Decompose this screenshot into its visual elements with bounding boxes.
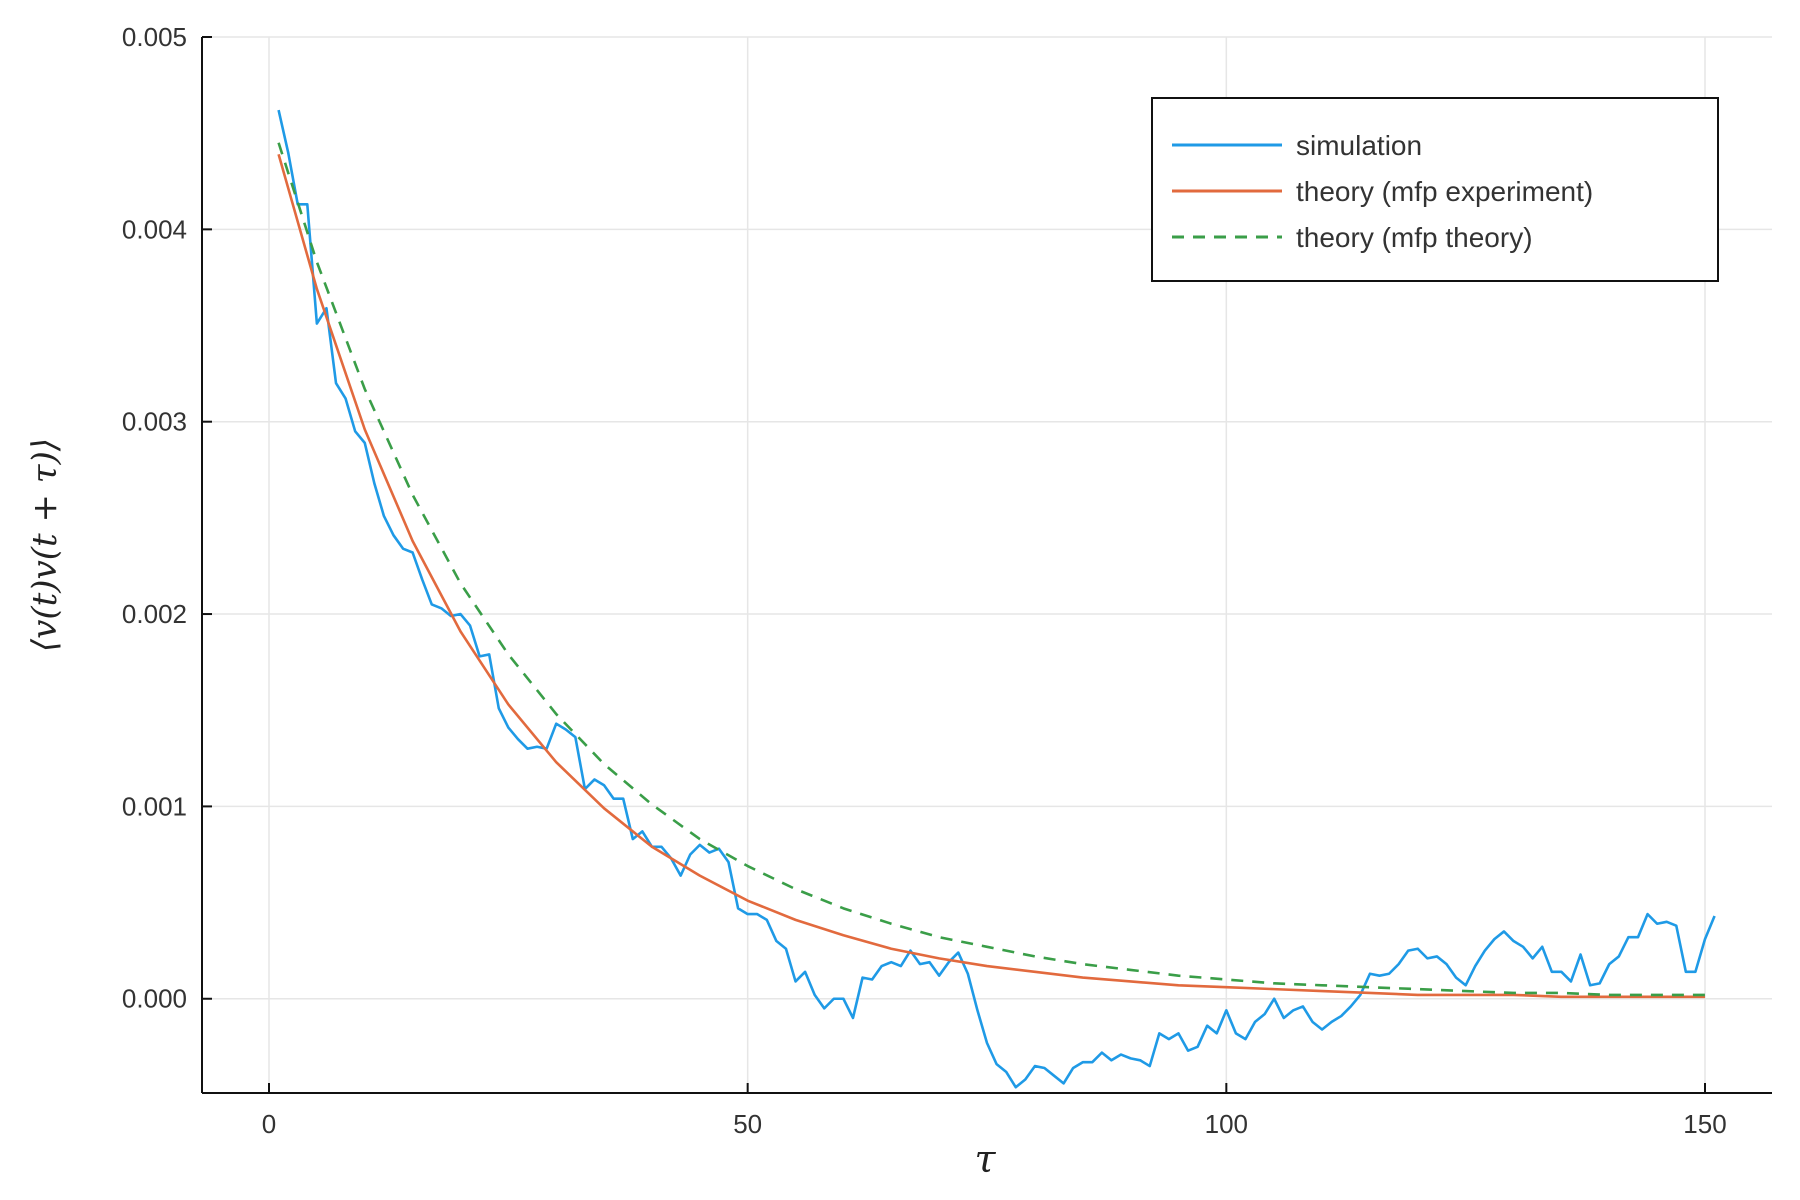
legend-label-theory-mfp-theory: theory (mfp theory) [1296,222,1533,253]
series-line-simulation [277,109,1716,1089]
legend-label-theory-mfp-experiment: theory (mfp experiment) [1296,176,1593,207]
x-axis-title: τ [974,1137,996,1181]
x-tick-label: 0 [262,1109,276,1139]
y-tick-label: 0.003 [122,407,187,437]
x-tick-label: 150 [1683,1109,1726,1139]
tick-labels: 0 50 100 150 0.000 0.001 0.002 0.003 0.004 0.005 [122,22,1727,1139]
series-line-theory-mfp-theory [277,142,1705,997]
y-tick-label: 0.005 [122,22,187,52]
y-tick-label: 0.002 [122,599,187,629]
y-tick-label: 0.001 [122,791,187,821]
series-line-theory-mfp-experiment [277,153,1705,999]
y-axis-title: ⟨v(t)v(t + τ)⟩ [25,438,65,652]
y-tick-label: 0.004 [122,214,187,244]
x-tick-label: 100 [1205,1109,1248,1139]
axes [201,36,1772,1094]
legend-label-simulation: simulation [1296,130,1422,161]
legend: simulation theory (mfp experiment) theor… [1151,97,1719,282]
y-tick-label: 0.000 [122,984,187,1014]
x-tick-label: 50 [733,1109,762,1139]
series-layer [277,109,1716,1089]
